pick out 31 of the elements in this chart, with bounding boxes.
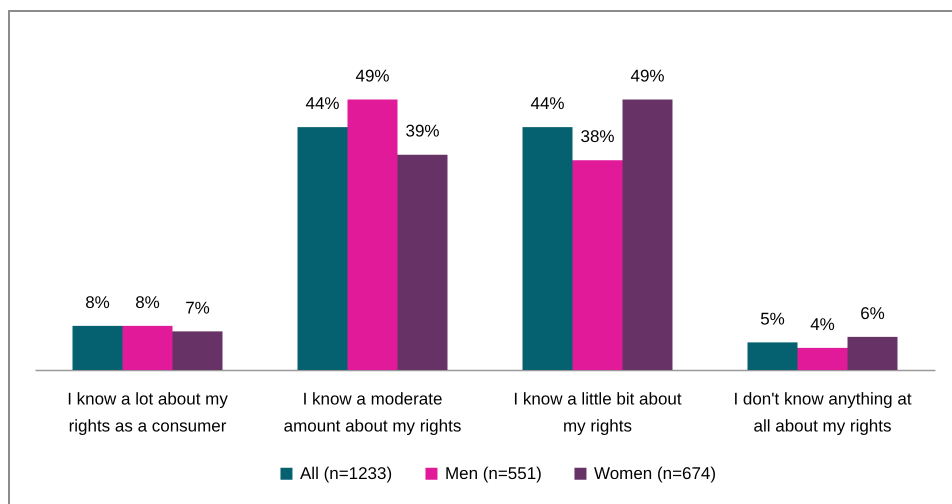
data-label: 8% <box>85 292 110 312</box>
bar <box>798 348 848 370</box>
bar <box>72 326 122 370</box>
x-tick-label: I know a lot about my rights as a consumer <box>67 390 228 436</box>
bar <box>848 336 898 370</box>
bar <box>298 127 348 370</box>
bar <box>622 100 672 370</box>
data-label: 5% <box>760 309 785 328</box>
bar <box>348 100 398 370</box>
bar <box>748 342 798 370</box>
bar <box>172 331 222 370</box>
bar <box>522 127 572 370</box>
data-label: 8% <box>135 292 160 312</box>
legend-label: All (n=1233) <box>300 464 392 483</box>
bar <box>122 326 172 370</box>
x-tick-label: I don't know anything at all about my rights <box>733 390 912 436</box>
data-label: 49% <box>355 66 390 86</box>
data-label: 39% <box>405 122 440 141</box>
data-label: 4% <box>810 314 835 334</box>
legend-label: Men (n=551) <box>444 464 542 483</box>
data-label: 44% <box>530 94 565 114</box>
legend-label: Women (n=674) <box>594 464 716 483</box>
data-label: 44% <box>305 94 340 114</box>
x-tick-label: I know a moderate amount about my rights <box>284 390 462 436</box>
bar <box>398 154 448 370</box>
x-tick-label: I know a little bit about my rights <box>513 390 682 436</box>
data-label: 49% <box>630 66 665 86</box>
data-label: 7% <box>185 298 210 318</box>
data-label: 6% <box>860 304 885 323</box>
data-label: 38% <box>580 127 615 146</box>
bar <box>572 160 622 370</box>
